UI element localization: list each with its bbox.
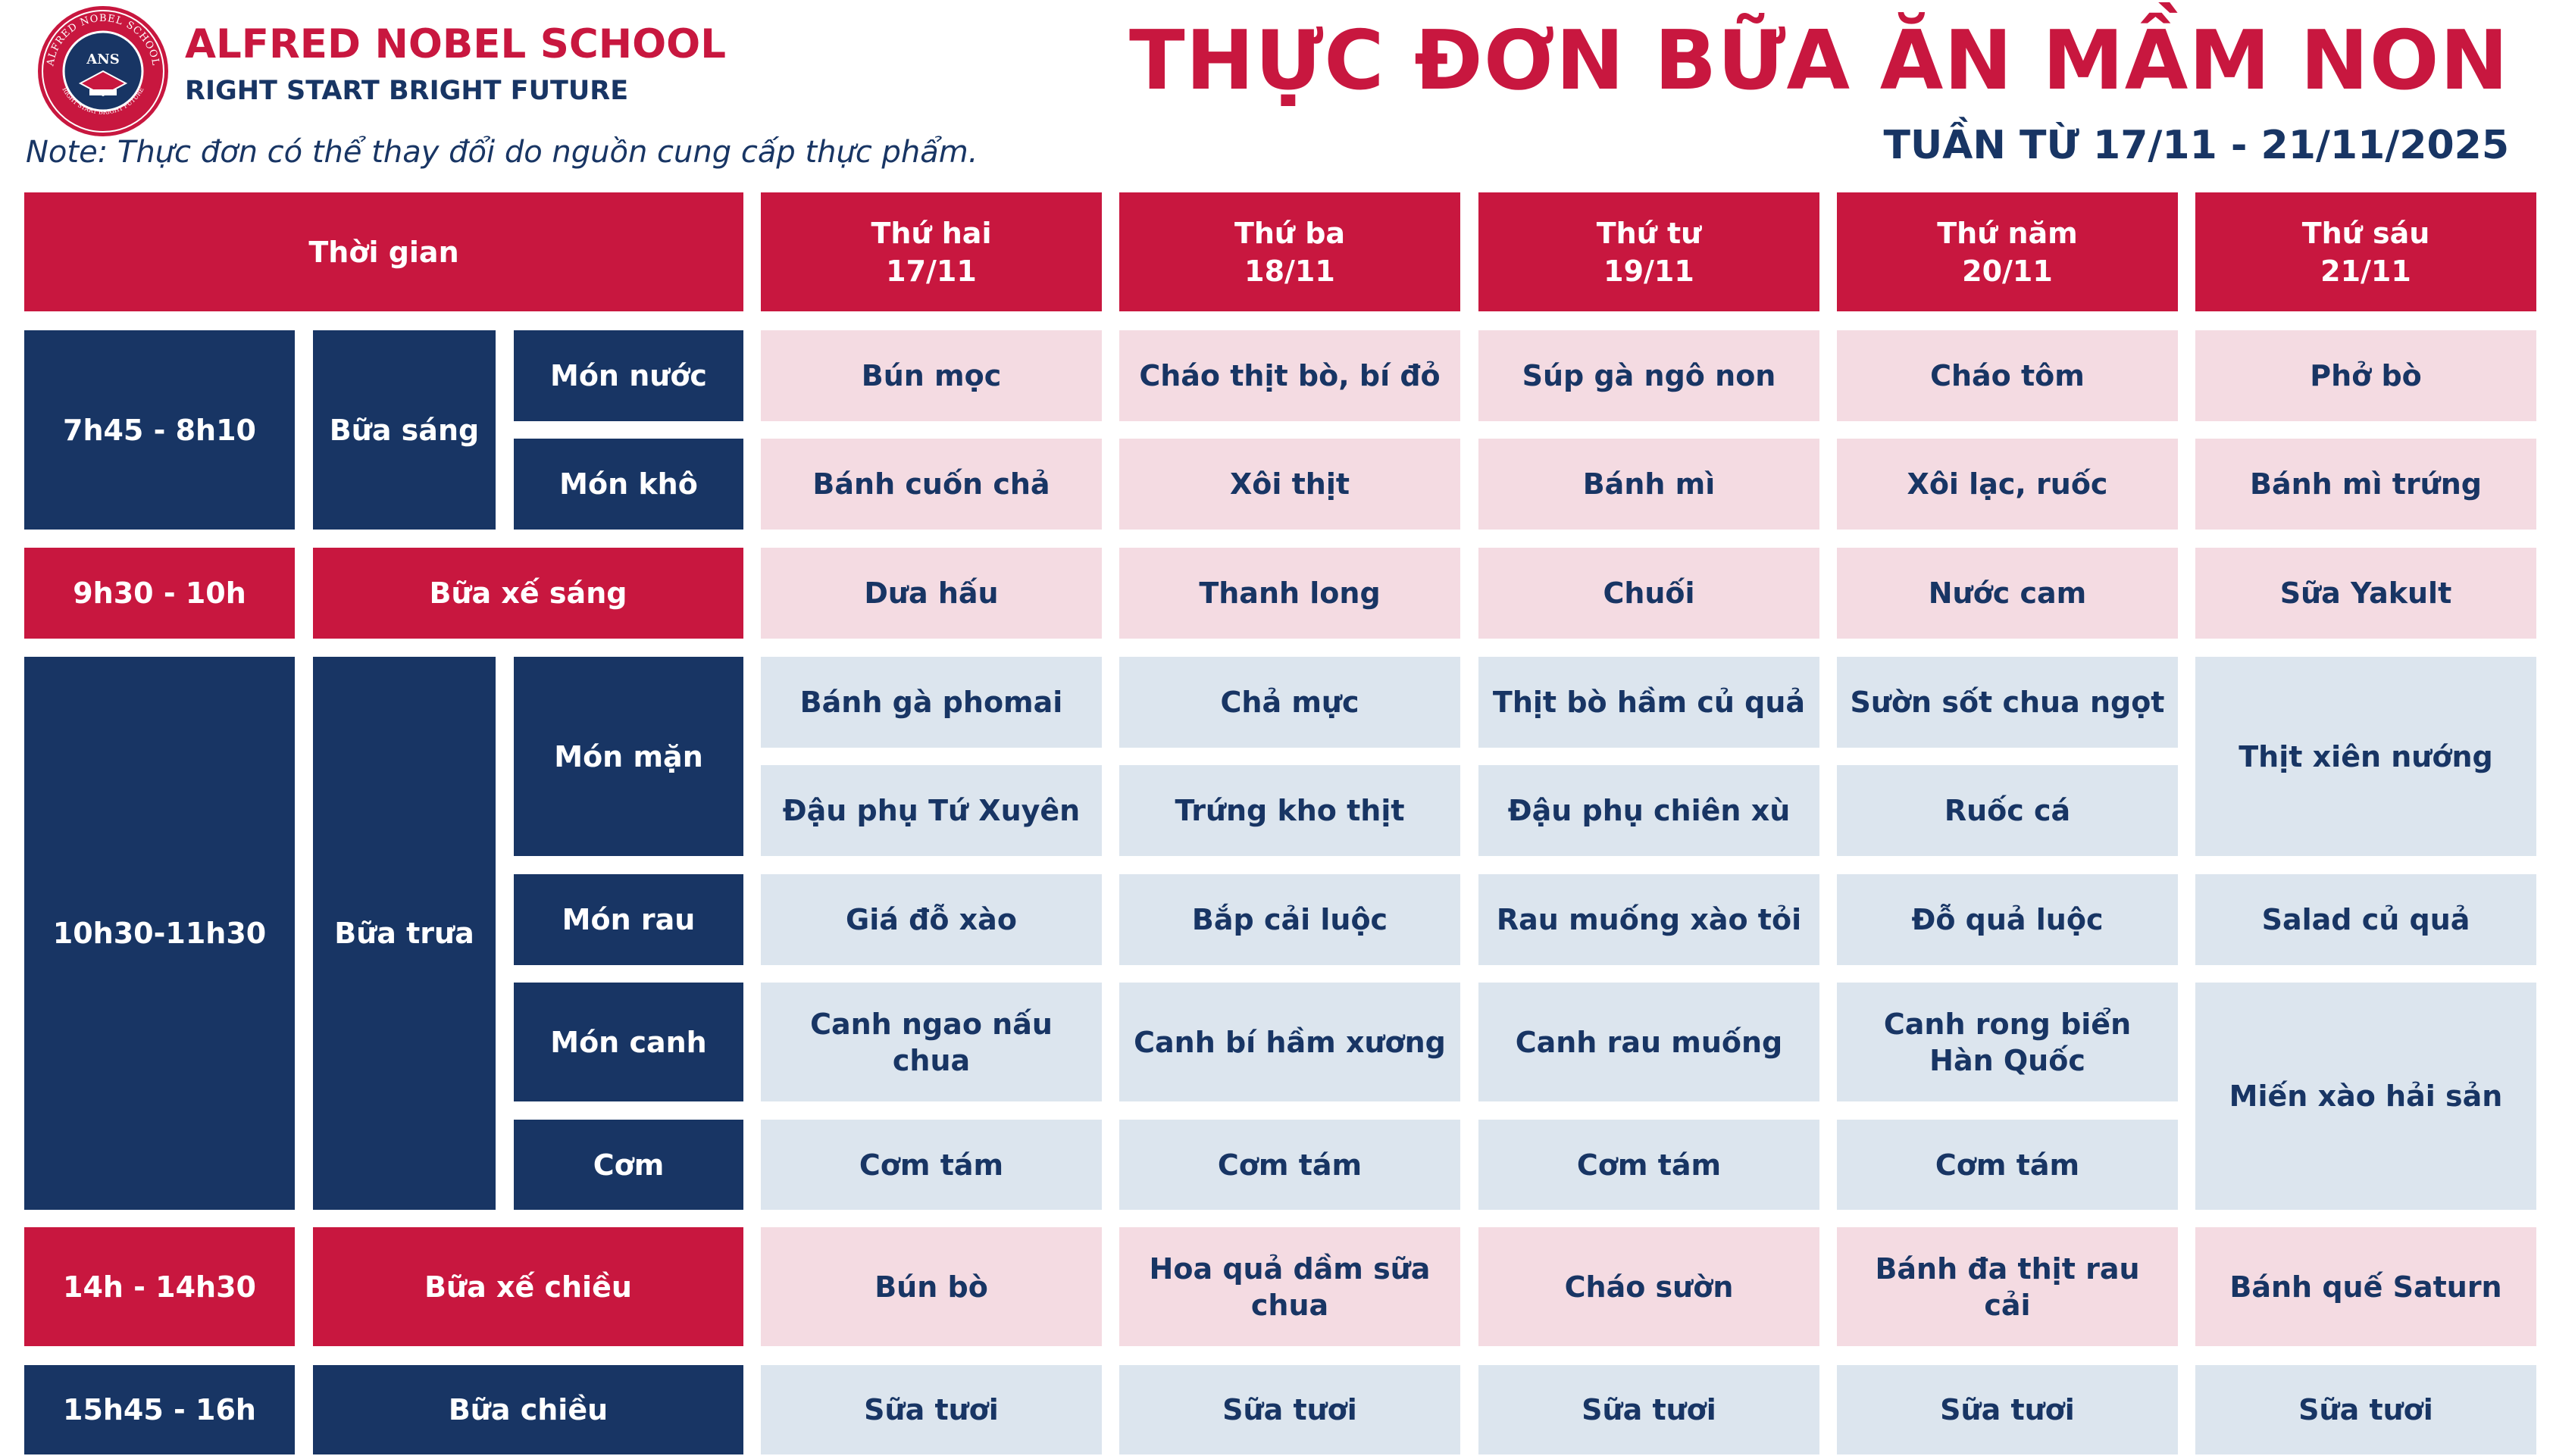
menu-cell: Giá đỗ xào	[761, 874, 1102, 965]
menu-cell: Bún mọc	[761, 330, 1102, 421]
menu-cell: Súp gà ngô non	[1478, 330, 1819, 421]
day-date: 20/11	[1962, 254, 2053, 288]
lunch-time: 10h30-11h30	[24, 657, 295, 1210]
menu-cell: Canh bí hầm xương	[1119, 983, 1460, 1101]
menu-cell: Hoa quả dầm sữa chua	[1119, 1227, 1460, 1346]
day-name: Thứ sáu	[2301, 216, 2430, 250]
menu-cell: Xôi thịt	[1119, 439, 1460, 530]
menu-cell: Canh rong biển Hàn Quốc	[1837, 983, 2178, 1101]
header-day-thu: Thứ năm 20/11	[1837, 192, 2178, 311]
menu-cell: Sữa tươi	[1837, 1365, 2178, 1454]
menu-cell: Cơm tám	[1119, 1120, 1460, 1210]
menu-note: Note: Thực đơn có thể thay đổi do nguồn …	[26, 135, 978, 170]
menu-cell: Thịt xiên nướng	[2195, 657, 2536, 856]
school-logo: ALFRED NOBEL SCHOOL RIGHT START BRIGHT F…	[38, 6, 168, 136]
day-name: Thứ hai	[871, 216, 992, 250]
menu-cell: Bắp cải luộc	[1119, 874, 1460, 965]
menu-cell: Đỗ quả luộc	[1837, 874, 2178, 965]
header-day-mon: Thứ hai 17/11	[761, 192, 1102, 311]
menu-cell: Chuối	[1478, 548, 1819, 639]
breakfast-label-mon-kho: Món khô	[514, 439, 743, 530]
menu-cell: Sữa tươi	[1119, 1365, 1460, 1454]
menu-cell: Cháo sườn	[1478, 1227, 1819, 1346]
menu-cell: Bánh cuốn chả	[761, 439, 1102, 530]
menu-cell: Canh ngao nấu chua	[761, 983, 1102, 1101]
breakfast-label-mon-nuoc: Món nước	[514, 330, 743, 421]
menu-cell: Cơm tám	[761, 1120, 1102, 1210]
menu-cell: Phở bò	[2195, 330, 2536, 421]
menu-cell: Bánh quế Saturn	[2195, 1227, 2536, 1346]
header-day-fri: Thứ sáu 21/11	[2195, 192, 2536, 311]
menu-cell: Salad củ quả	[2195, 874, 2536, 965]
menu-cell: Cháo thịt bò, bí đỏ	[1119, 330, 1460, 421]
menu-cell: Canh rau muống	[1478, 983, 1819, 1101]
day-date: 18/11	[1244, 254, 1335, 288]
afternoon-time: 15h45 - 16h	[24, 1365, 295, 1454]
week-range: TUẦN TỪ 17/11 - 21/11/2025	[1883, 123, 2509, 168]
menu-cell: Bánh mì	[1478, 439, 1819, 530]
school-name: ALFRED NOBEL SCHOOL	[185, 21, 726, 67]
lunch-label-mon-man: Món mặn	[514, 657, 743, 856]
breakfast-time: 7h45 - 8h10	[24, 330, 295, 530]
menu-cell: Thanh long	[1119, 548, 1460, 639]
menu-cell: Dưa hấu	[761, 548, 1102, 639]
menu-cell: Đậu phụ chiên xù	[1478, 765, 1819, 856]
day-date: 19/11	[1603, 254, 1694, 288]
day-name: Thứ năm	[1937, 216, 2078, 250]
menu-cell: Miến xào hải sản	[2195, 983, 2536, 1210]
menu-cell: Sữa Yakult	[2195, 548, 2536, 639]
morning-snack-time: 9h30 - 10h	[24, 548, 295, 639]
lunch-label-mon-canh: Món canh	[514, 983, 743, 1101]
afternoon-snack-meal: Bữa xế chiều	[313, 1227, 743, 1346]
menu-cell: Sữa tươi	[761, 1365, 1102, 1454]
day-name: Thứ tư	[1596, 216, 1702, 250]
school-slogan: RIGHT START BRIGHT FUTURE	[185, 76, 629, 106]
header-time: Thời gian	[24, 192, 743, 311]
header-day-tue: Thứ ba 18/11	[1119, 192, 1460, 311]
menu-cell: Rau muống xào tỏi	[1478, 874, 1819, 965]
menu-cell: Cơm tám	[1478, 1120, 1819, 1210]
lunch-label-mon-rau: Món rau	[514, 874, 743, 965]
page-title: THỰC ĐƠN BỮA ĂN MẦM NON	[1129, 14, 2509, 108]
menu-cell: Nước cam	[1837, 548, 2178, 639]
menu-cell: Trứng kho thịt	[1119, 765, 1460, 856]
menu-cell: Chả mực	[1119, 657, 1460, 748]
menu-cell: Xôi lạc, ruốc	[1837, 439, 2178, 530]
menu-cell: Bánh mì trứng	[2195, 439, 2536, 530]
breakfast-meal: Bữa sáng	[313, 330, 496, 530]
day-name: Thứ ba	[1234, 216, 1346, 250]
menu-cell: Bánh gà phomai	[761, 657, 1102, 748]
menu-cell: Đậu phụ Tứ Xuyên	[761, 765, 1102, 856]
lunch-label-com: Cơm	[514, 1120, 743, 1210]
morning-snack-meal: Bữa xế sáng	[313, 548, 743, 639]
menu-cell: Bún bò	[761, 1227, 1102, 1346]
menu-cell: Ruốc cá	[1837, 765, 2178, 856]
day-date: 21/11	[2320, 254, 2411, 288]
afternoon-snack-time: 14h - 14h30	[24, 1227, 295, 1346]
menu-cell: Cháo tôm	[1837, 330, 2178, 421]
logo-monogram: ANS	[86, 52, 119, 67]
menu-cell: Thịt bò hầm củ quả	[1478, 657, 1819, 748]
lunch-meal: Bữa trưa	[313, 657, 496, 1210]
afternoon-meal: Bữa chiều	[313, 1365, 743, 1454]
header-day-wed: Thứ tư 19/11	[1478, 192, 1819, 311]
menu-cell: Bánh đa thịt rau cải	[1837, 1227, 2178, 1346]
menu-cell: Sữa tươi	[2195, 1365, 2536, 1454]
menu-cell: Sườn sốt chua ngọt	[1837, 657, 2178, 748]
menu-cell: Sữa tươi	[1478, 1365, 1819, 1454]
menu-cell: Cơm tám	[1837, 1120, 2178, 1210]
day-date: 17/11	[886, 254, 977, 288]
